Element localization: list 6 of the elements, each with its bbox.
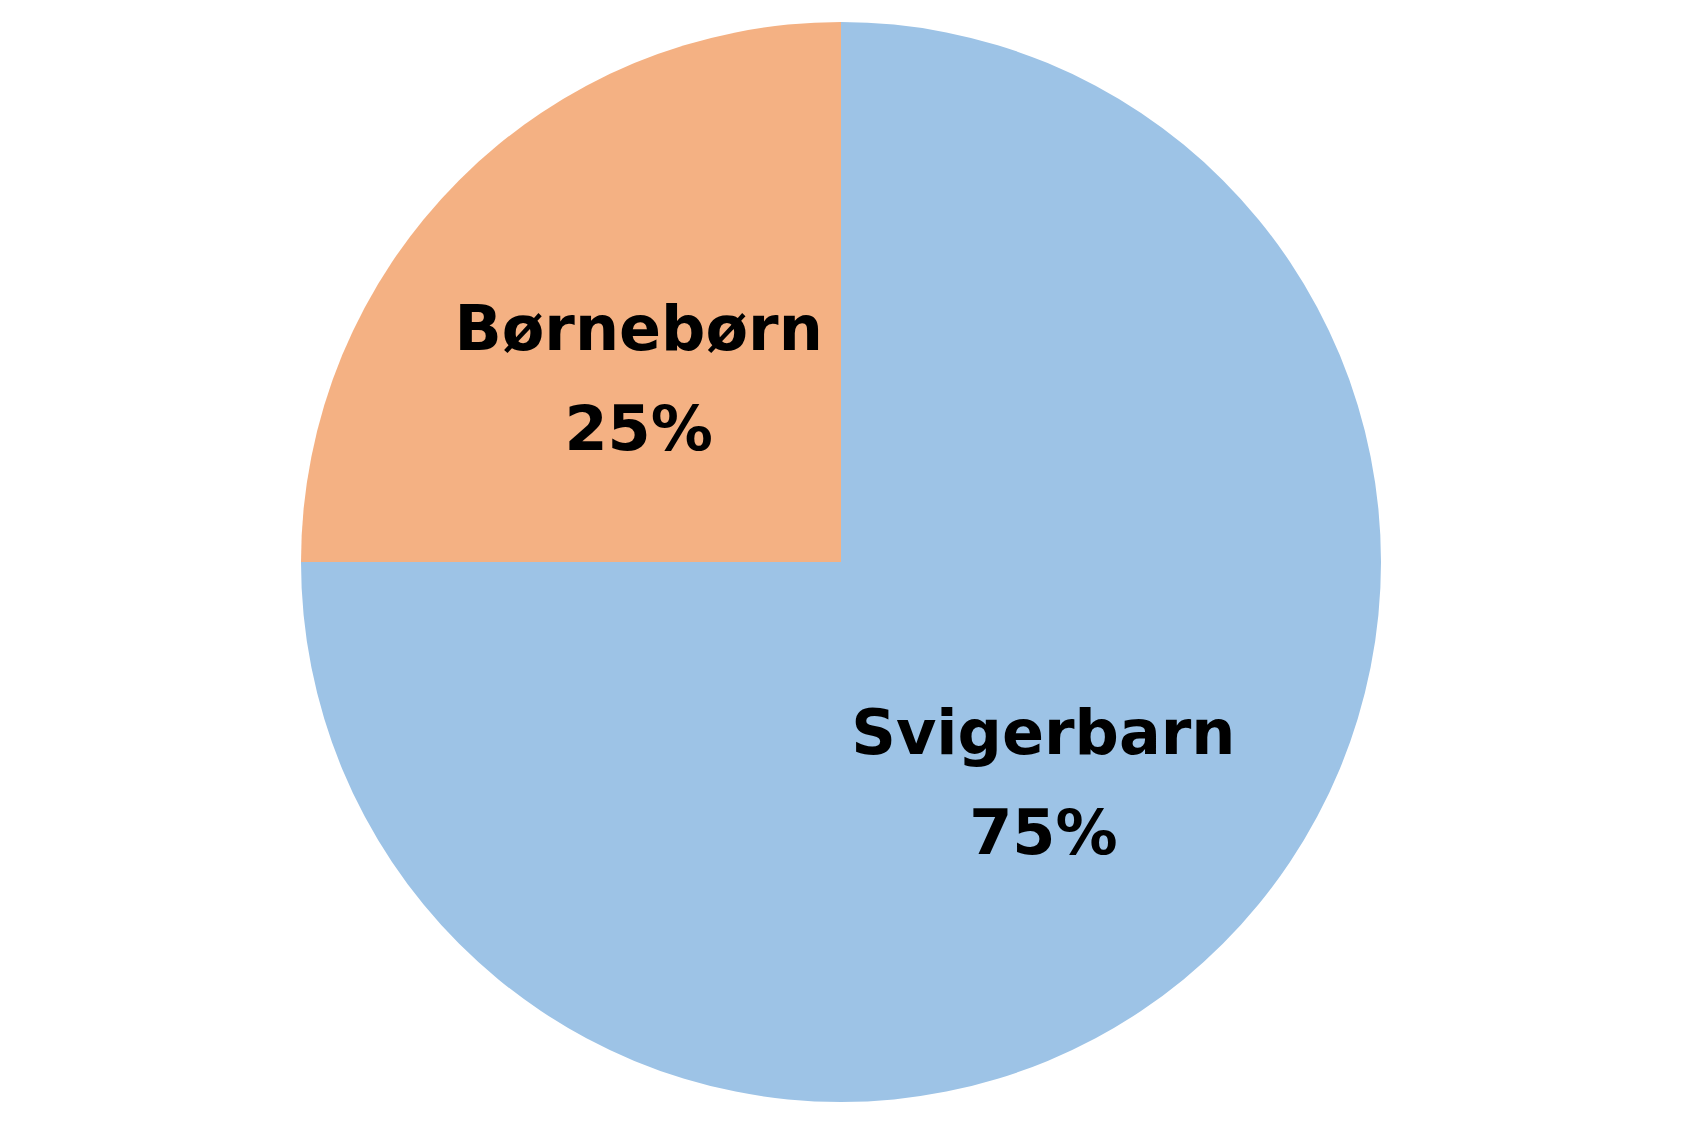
pie-slice (301, 22, 841, 562)
pie-slice (301, 22, 1381, 1102)
slice-label: Svigerbarn (851, 696, 1236, 770)
data-label: 25% (564, 391, 713, 465)
slice-label: Børnebørn (454, 291, 823, 365)
data-label: 75% (969, 796, 1118, 870)
